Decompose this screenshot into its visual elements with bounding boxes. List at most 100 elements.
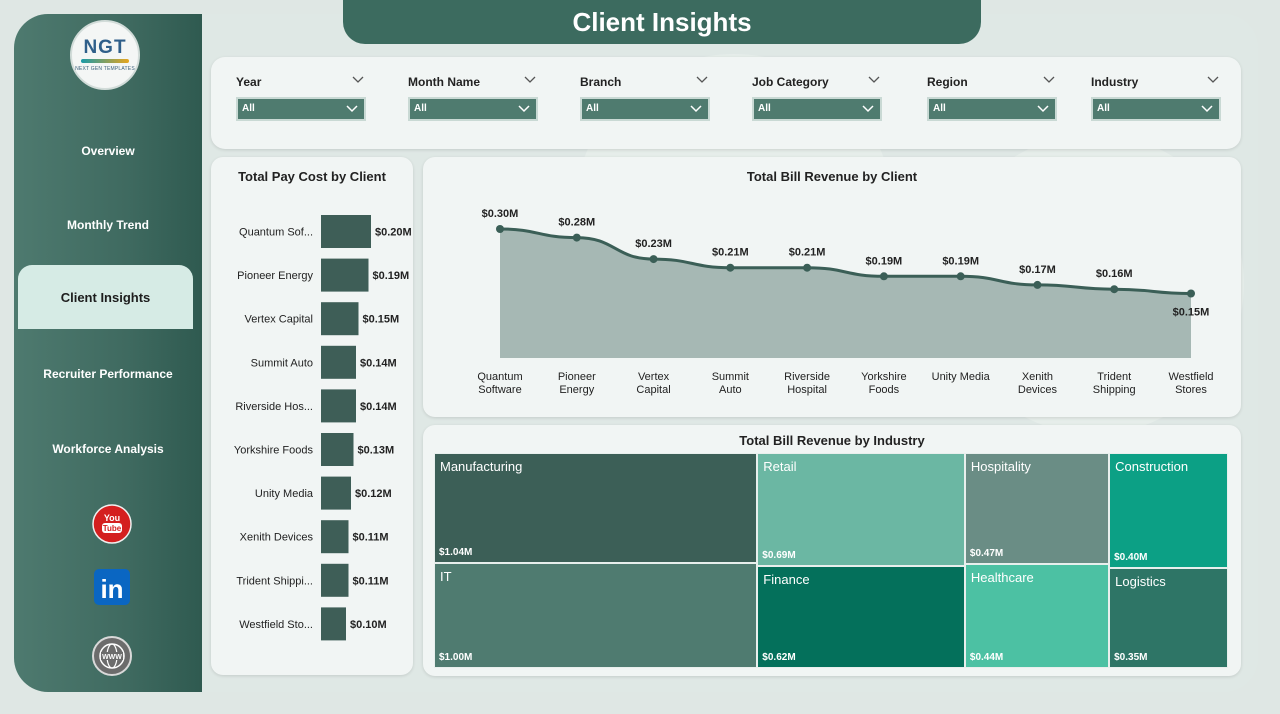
filter-year: Year All xyxy=(236,73,366,121)
sidebar: NGT NEXT GEN TEMPLATES Overview Monthly … xyxy=(14,14,202,692)
bar-data-label: $0.14M xyxy=(360,357,397,369)
revenue-data-label: $0.15M xyxy=(1173,307,1210,319)
region-select[interactable]: All xyxy=(927,97,1057,121)
logo-text: NGT xyxy=(83,37,127,58)
treemap-cell[interactable]: Finance $0.62M xyxy=(757,566,965,668)
revenue-category-label: Xenith xyxy=(1022,371,1053,383)
page-title-bar: Client Insights xyxy=(343,0,981,44)
treemap-value: $1.00M xyxy=(439,651,473,663)
treemap-label: Retail xyxy=(763,459,797,474)
bar-category-label: Westfield Sto... xyxy=(239,619,313,631)
revenue-data-label: $0.23M xyxy=(635,238,672,250)
bar-category-label: Xenith Devices xyxy=(240,532,314,544)
treemap-value: $0.47M xyxy=(969,548,1004,560)
branch-select[interactable]: All xyxy=(580,97,710,121)
chevron-down-icon xyxy=(690,105,702,113)
bar-data-label: $0.15M xyxy=(363,314,400,326)
bar-category-label: Riverside Hos... xyxy=(235,401,313,413)
revenue-point xyxy=(1187,289,1195,298)
chevron-down-icon xyxy=(1201,105,1213,113)
revenue-point xyxy=(649,255,658,264)
revenue-data-label: $0.16M xyxy=(1096,268,1133,280)
bar-data-label: $0.11M xyxy=(353,532,389,544)
nav-item-client-insights[interactable]: Client Insights xyxy=(18,265,193,329)
filter-industry: Industry All xyxy=(1091,73,1221,121)
revenue-point xyxy=(1033,280,1042,289)
treemap-label: Hospitality xyxy=(970,459,1031,474)
chevron-down-icon[interactable] xyxy=(1207,75,1219,85)
year-select[interactable]: All xyxy=(236,97,366,121)
revenue-point xyxy=(496,225,504,233)
nav-label: Client Insights xyxy=(60,289,151,305)
revenue-point xyxy=(879,272,888,281)
nav-label: Overview xyxy=(81,144,135,158)
treemap-label: Manufacturing xyxy=(440,459,523,474)
chevron-down-icon[interactable] xyxy=(524,75,536,85)
pay-cost-bar xyxy=(321,345,356,379)
chevron-down-icon xyxy=(862,105,874,113)
bar-category-label: Summit Auto xyxy=(251,357,313,369)
revenue-category-label: Pioneer xyxy=(558,371,596,383)
revenue-data-label: $0.19M xyxy=(866,255,903,267)
linkedin-icon[interactable]: in xyxy=(92,567,132,607)
filter-value: All xyxy=(586,103,599,114)
treemap-value: $0.62M xyxy=(762,651,796,663)
bar-category-label: Pioneer Energy xyxy=(237,270,313,282)
treemap-label: Logistics xyxy=(1115,573,1166,589)
treemap-label: Healthcare xyxy=(970,570,1034,586)
treemap-value: $0.35M xyxy=(1114,651,1148,663)
youtube-icon[interactable]: You Tube xyxy=(92,504,132,544)
revenue-area xyxy=(500,229,1191,358)
chevron-down-icon[interactable] xyxy=(868,75,880,85)
revenue-category-label: Hospital xyxy=(787,384,827,396)
chevron-down-icon xyxy=(346,105,358,113)
nav-item-monthly-trend[interactable]: Monthly Trend xyxy=(14,210,202,240)
filter-label: Year xyxy=(236,75,262,89)
treemap-value: $0.40M xyxy=(1114,551,1148,563)
job-category-select[interactable]: All xyxy=(752,97,882,121)
treemap-cell[interactable]: Healthcare $0.44M xyxy=(964,564,1110,668)
treemap-value: $0.44M xyxy=(969,651,1004,663)
treemap-cell[interactable]: IT $1.00M xyxy=(434,562,758,668)
bar-data-label: $0.14M xyxy=(360,401,397,413)
chevron-down-icon[interactable] xyxy=(1043,75,1055,85)
bill-revenue-card: Total Bill Revenue by Client $0.30M Quant… xyxy=(423,157,1241,417)
nav-item-recruiter-performance[interactable]: Recruiter Performance xyxy=(14,359,202,389)
nav-item-overview[interactable]: Overview xyxy=(14,136,202,166)
treemap-label: Finance xyxy=(763,572,810,588)
svg-text:Tube: Tube xyxy=(103,524,122,533)
revenue-category-label: Capital xyxy=(636,384,670,396)
treemap-cell[interactable]: Logistics $0.35M xyxy=(1109,567,1228,668)
revenue-point xyxy=(572,233,581,242)
treemap-cell[interactable]: Retail $0.69M xyxy=(757,453,965,567)
treemap-cell[interactable]: Hospitality $0.47M xyxy=(964,453,1110,565)
revenue-data-label: $0.21M xyxy=(712,247,749,259)
revenue-data-label: $0.21M xyxy=(789,247,826,259)
bill-revenue-title: Total Bill Revenue by Client xyxy=(746,169,918,184)
pay-cost-bar xyxy=(321,258,369,292)
month-select[interactable]: All xyxy=(408,97,538,121)
revenue-category-label: Software xyxy=(478,384,521,396)
filter-label: Branch xyxy=(580,75,622,89)
chevron-down-icon xyxy=(518,105,530,113)
industry-select[interactable]: All xyxy=(1091,97,1221,121)
chevron-down-icon[interactable] xyxy=(352,75,364,85)
filter-value: All xyxy=(414,103,427,114)
pay-cost-bar xyxy=(321,215,371,248)
treemap-cell[interactable]: Construction $0.40M xyxy=(1109,453,1228,568)
filter-value: All xyxy=(933,103,946,114)
chevron-down-icon[interactable] xyxy=(696,75,708,85)
nav-item-workforce-analysis[interactable]: Workforce Analysis xyxy=(14,434,202,464)
filter-bar: Year All Month Name All Branch All Job C… xyxy=(211,57,1241,149)
bar-data-label: $0.11M xyxy=(353,575,389,587)
filter-region: Region All xyxy=(927,73,1057,121)
treemap-cell[interactable]: Manufacturing $1.04M xyxy=(434,453,758,563)
pay-cost-bar xyxy=(321,389,356,423)
filter-value: All xyxy=(1097,103,1110,114)
website-icon[interactable]: WWW xyxy=(92,636,132,676)
ngt-logo[interactable]: NGT NEXT GEN TEMPLATES xyxy=(70,20,140,90)
bar-data-label: $0.20M xyxy=(375,227,412,239)
svg-text:in: in xyxy=(100,574,123,604)
revenue-point xyxy=(803,263,812,272)
